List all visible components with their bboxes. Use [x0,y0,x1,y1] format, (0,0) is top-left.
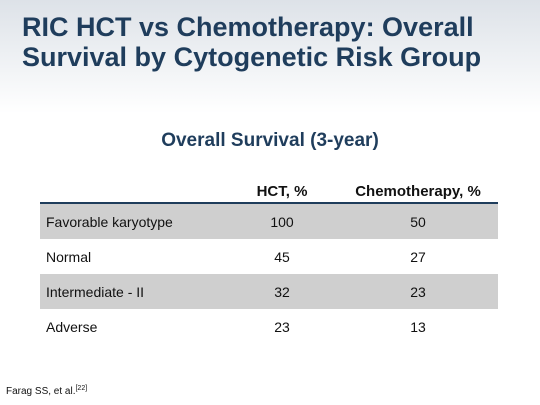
table-header-row: HCT, % Chemotherapy, % [40,174,498,203]
row-chemo: 50 [338,203,498,239]
row-hct: 45 [274,248,290,265]
row-chemo: 27 [410,248,426,265]
row-hct: 32 [226,274,338,309]
table-row: Normal 45 27 [40,239,498,274]
header-chemotherapy: Chemotherapy, % [355,183,481,200]
row-hct: 100 [226,203,338,239]
table-row: Adverse 23 13 [40,309,498,344]
row-chemo: 23 [338,274,498,309]
citation-text: Farag SS, et al. [6,386,76,397]
header-group [40,174,226,203]
row-group: Normal [46,248,92,265]
citation: Farag SS, et al.[22] [6,385,88,397]
survival-table: HCT, % Chemotherapy, % Favorable karyoty… [40,174,498,344]
row-chemo: 13 [410,318,426,335]
table-row: Intermediate - II 32 23 [40,274,498,309]
header-hct: HCT, % [256,183,308,200]
row-group: Favorable karyotype [40,203,226,239]
row-hct: 23 [274,318,290,335]
row-group: Adverse [46,318,98,335]
table-row: Favorable karyotype 100 50 [40,203,498,239]
slide-title: RIC HCT vs Chemotherapy: Overall Surviva… [22,12,482,72]
row-group: Intermediate - II [40,274,226,309]
citation-reference: [22] [75,385,88,392]
table-heading: Overall Survival (3-year) [161,130,379,151]
